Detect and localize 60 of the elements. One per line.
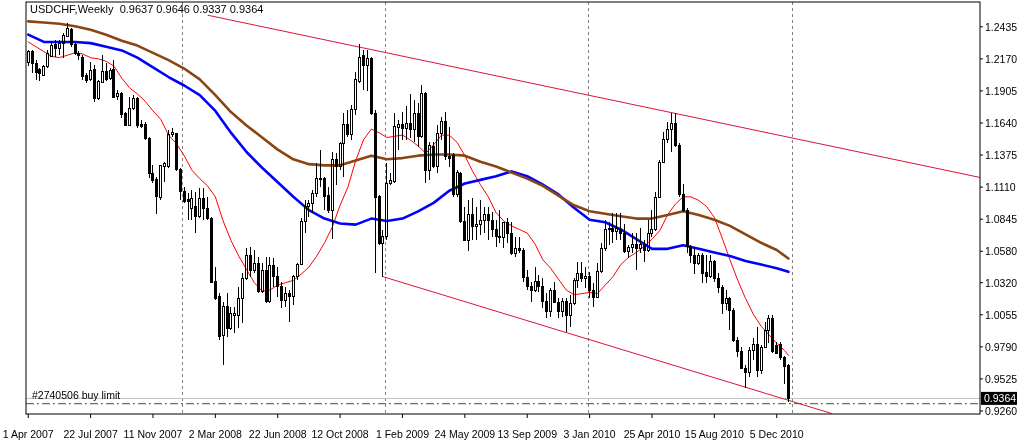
candlestick [93, 64, 96, 103]
x-tick-label: 22 Jul 2007 [63, 428, 118, 440]
x-tick-label: 5 Dec 2010 [749, 428, 804, 440]
y-tick-label: 0.9790 [985, 340, 1018, 353]
y-tick-label: 1.1110 [985, 181, 1016, 194]
candlestick [467, 199, 470, 252]
candlestick [54, 39, 57, 58]
candlestick [611, 212, 614, 244]
y-tick-label: 1.0580 [985, 245, 1018, 258]
candlestick [615, 212, 618, 241]
ref-line-label: #2740506 buy limit [32, 388, 121, 401]
candlestick [265, 256, 268, 304]
candlestick [393, 112, 396, 184]
candlestick [136, 96, 139, 129]
candlestick [510, 221, 513, 256]
candlestick [112, 59, 115, 99]
y-tick-label: 0.9260 [985, 404, 1018, 417]
x-tick-label: 3 Jan 2010 [563, 428, 616, 440]
x-tick-label: 12 Oct 2008 [311, 428, 369, 440]
candlestick [693, 246, 696, 275]
chart-title: USDCHF,Weekly 0.9637 0.9646 0.9337 0.9364 [30, 3, 264, 15]
y-tick-label: 1.0845 [985, 213, 1018, 226]
candlestick [771, 314, 774, 354]
candlestick [81, 54, 84, 81]
candlestick [202, 187, 205, 221]
candlestick [709, 254, 712, 279]
candlestick [705, 254, 708, 284]
x-tick-label: 11 Nov 2007 [123, 428, 183, 440]
x-tick-label: 1 Apr 2007 [2, 428, 54, 440]
candlestick [128, 96, 131, 127]
candlestick [565, 297, 568, 333]
y-tick-label: 1.1640 [985, 117, 1018, 129]
y-tick-label: 1.2170 [985, 52, 1018, 65]
x-tick-label: 2 Mar 2008 [188, 428, 243, 440]
x-tick-label: 13 Sep 2009 [497, 428, 558, 440]
y-tick-label: 1.2435 [985, 20, 1018, 33]
candlestick [409, 93, 412, 139]
candlestick [635, 232, 638, 271]
candlestick [342, 112, 345, 178]
x-tick-label: 25 Apr 2010 [623, 428, 681, 440]
x-tick-label: 15 Aug 2010 [684, 428, 744, 440]
candlestick [194, 191, 197, 234]
line-series [27, 41, 789, 356]
candlestick [498, 209, 501, 244]
candlestick [670, 112, 673, 153]
y-tick-label: 0.9525 [985, 372, 1018, 385]
candlestick [756, 326, 759, 378]
candlestick [479, 199, 482, 236]
candlestick [331, 151, 334, 240]
y-tick-label: 1.0320 [985, 276, 1018, 289]
x-tick-label: 24 May 2009 [434, 428, 496, 440]
y-tick-label: 1.1905 [985, 84, 1018, 97]
candlestick [487, 206, 490, 241]
candlestick [701, 252, 704, 284]
candlestick [268, 256, 271, 304]
candlestick [249, 246, 252, 278]
y-tick-label: 1.1375 [985, 149, 1018, 162]
x-tick-label: 22 Jun 2008 [248, 428, 307, 440]
x-tick-label: 1 Feb 2009 [375, 428, 430, 440]
y-tick-label: 1.0055 [985, 308, 1018, 321]
